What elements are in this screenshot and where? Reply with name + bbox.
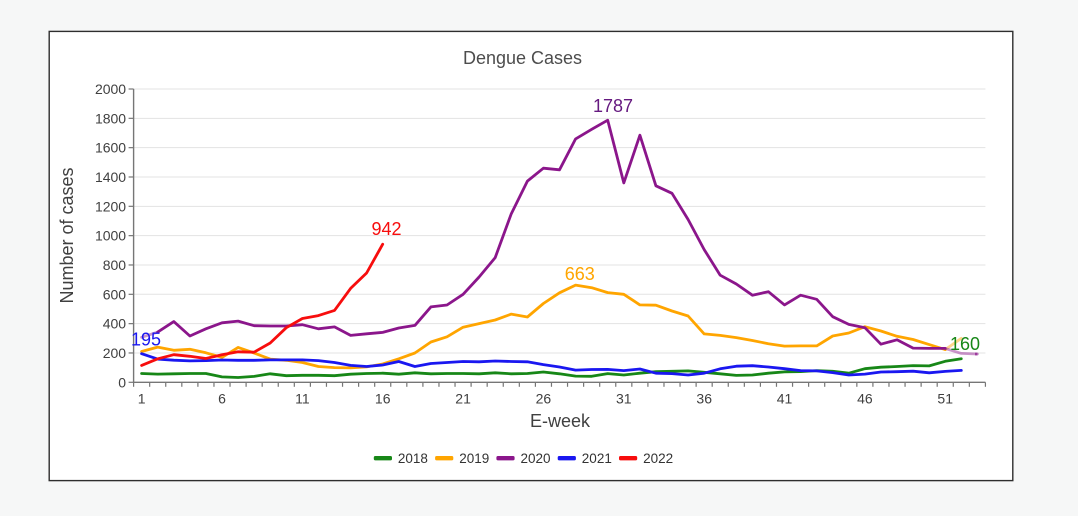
svg-text:800: 800 bbox=[103, 257, 127, 273]
svg-text:31: 31 bbox=[616, 391, 632, 407]
svg-text:2022: 2022 bbox=[643, 451, 673, 466]
svg-text:36: 36 bbox=[696, 391, 712, 407]
svg-text:46: 46 bbox=[857, 391, 873, 407]
svg-text:2021: 2021 bbox=[582, 451, 612, 466]
svg-text:Number of cases: Number of cases bbox=[57, 167, 77, 303]
svg-text:160: 160 bbox=[950, 334, 980, 354]
svg-text:600: 600 bbox=[103, 286, 127, 302]
svg-text:6: 6 bbox=[218, 391, 226, 407]
svg-text:2018: 2018 bbox=[398, 451, 428, 466]
svg-text:Dengue Cases: Dengue Cases bbox=[463, 48, 582, 68]
svg-text:1787: 1787 bbox=[593, 96, 633, 116]
svg-text:41: 41 bbox=[777, 391, 793, 407]
svg-text:26: 26 bbox=[536, 391, 552, 407]
svg-text:21: 21 bbox=[455, 391, 471, 407]
svg-text:1000: 1000 bbox=[95, 228, 126, 244]
svg-text:195: 195 bbox=[131, 329, 161, 349]
svg-text:1200: 1200 bbox=[95, 198, 126, 214]
svg-text:51: 51 bbox=[937, 391, 953, 407]
svg-text:2000: 2000 bbox=[95, 81, 126, 97]
svg-text:1800: 1800 bbox=[95, 110, 126, 126]
svg-text:2020: 2020 bbox=[521, 451, 551, 466]
svg-text:1600: 1600 bbox=[95, 140, 126, 156]
svg-text:1400: 1400 bbox=[95, 169, 126, 185]
svg-text:E-week: E-week bbox=[530, 411, 591, 431]
svg-text:0: 0 bbox=[118, 374, 126, 390]
svg-text:200: 200 bbox=[103, 345, 127, 361]
svg-text:942: 942 bbox=[371, 219, 401, 239]
svg-text:400: 400 bbox=[103, 316, 127, 332]
svg-text:2019: 2019 bbox=[459, 451, 489, 466]
svg-text:1: 1 bbox=[138, 391, 146, 407]
svg-text:663: 663 bbox=[565, 264, 595, 284]
svg-text:11: 11 bbox=[295, 391, 310, 407]
svg-text:16: 16 bbox=[375, 391, 391, 407]
